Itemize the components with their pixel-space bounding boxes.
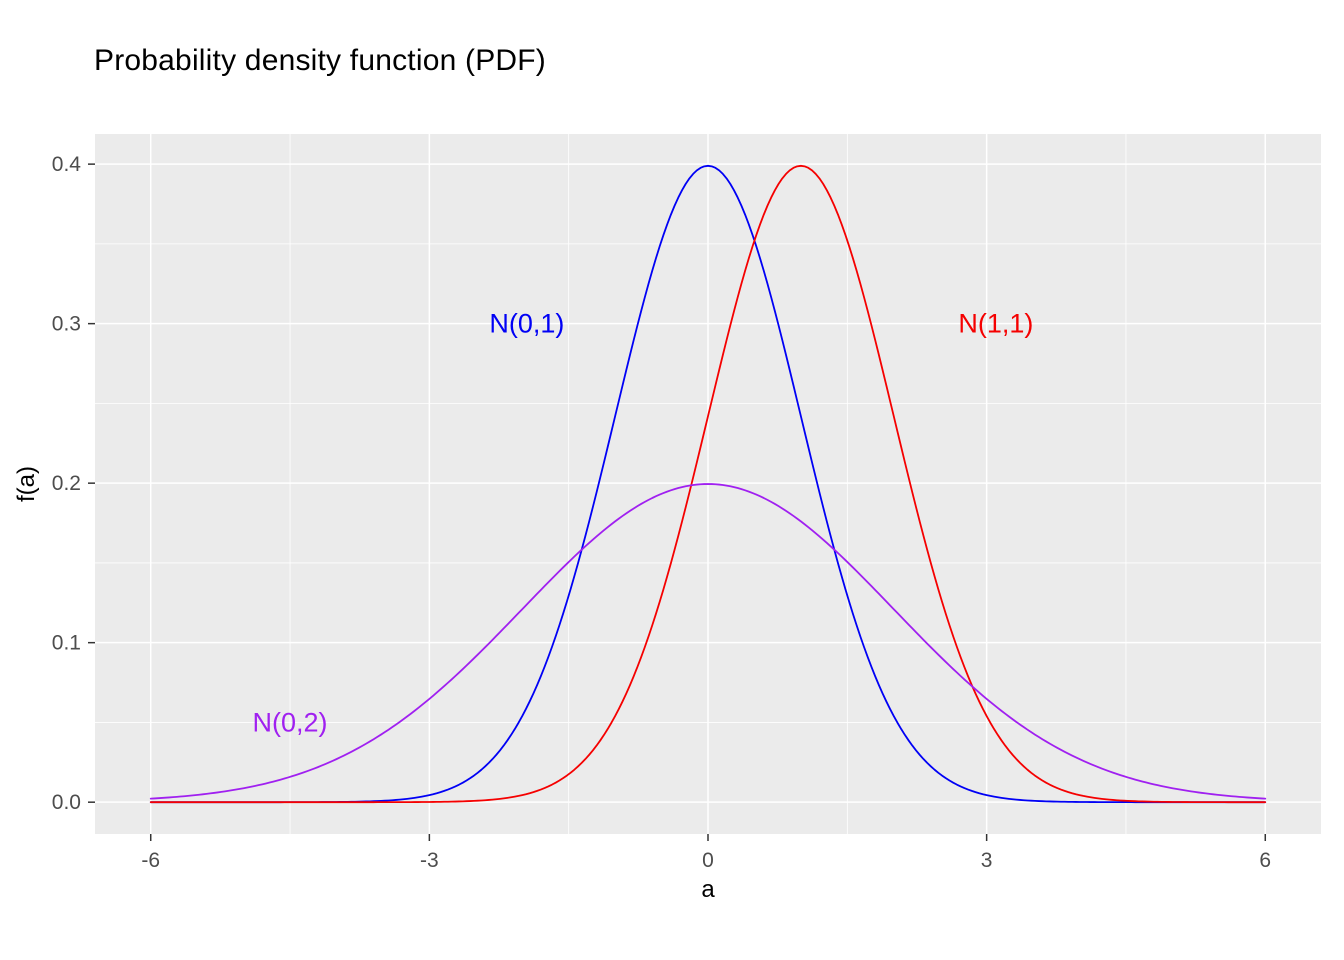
x-tick-label: 3: [981, 849, 993, 872]
series-curve-N(0,2): [149, 483, 1267, 800]
series-curve-N(1,1): [149, 164, 1267, 804]
annotation-label: N(0,1): [489, 309, 564, 339]
y-tick-label: 0.3: [52, 313, 81, 336]
annotation-label: N(1,1): [958, 309, 1033, 339]
y-tick-label: 0.0: [52, 791, 81, 814]
annotation-label: N(0,2): [253, 707, 328, 737]
y-axis-label: f(a): [13, 466, 40, 502]
y-tick-label: 0.4: [52, 153, 82, 176]
x-tick-label: 0: [702, 849, 714, 872]
y-tick-label: 0.1: [52, 632, 81, 655]
x-tick-label: -3: [420, 849, 439, 872]
chart-title: Probability density function (PDF): [94, 44, 546, 77]
x-tick-label: 6: [1259, 849, 1271, 872]
x-tick-label: -6: [141, 849, 160, 872]
plot-panel: -6 -3 0 3 6 0.0 0.1 0.2 0.3 0.4 N(0,1) N(1,1) N(0,2): [52, 134, 1321, 872]
y-tick-label: 0.2: [52, 472, 81, 495]
x-axis-label: a: [701, 876, 715, 903]
